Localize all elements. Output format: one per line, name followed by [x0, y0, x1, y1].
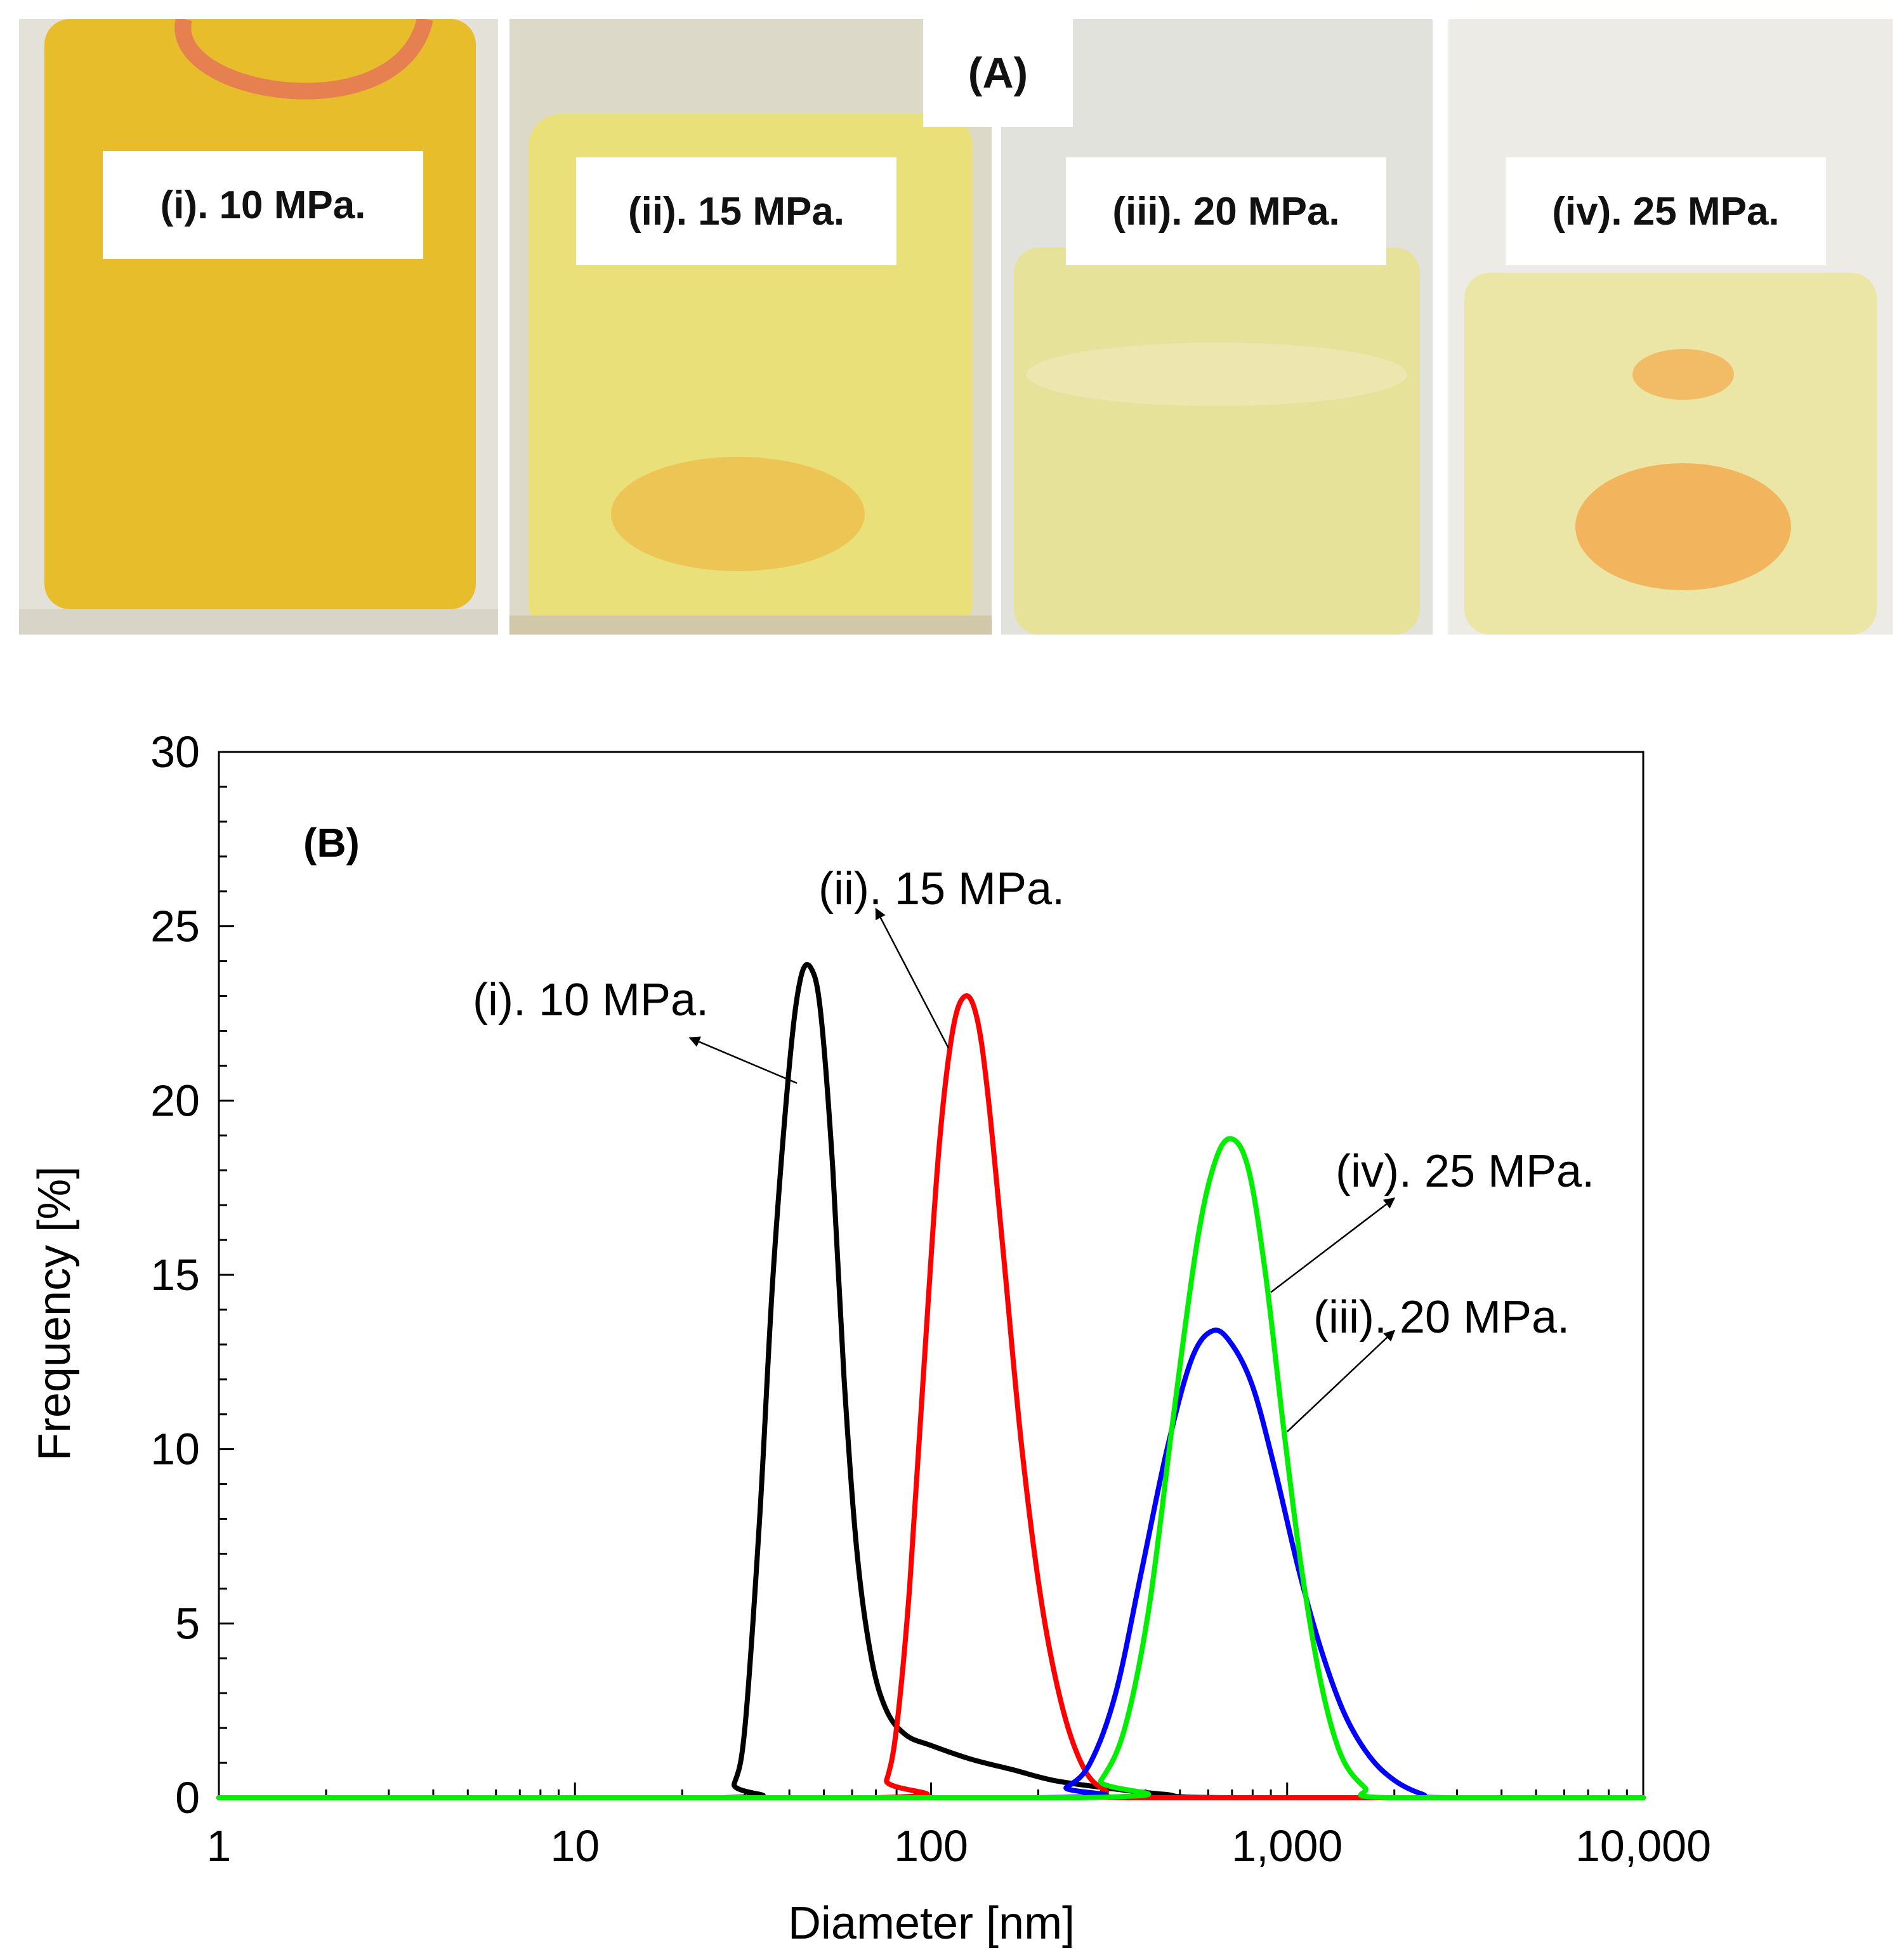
x-tick-label: 10 [550, 1821, 600, 1871]
beaker-15-mpa [509, 19, 992, 635]
photo-label-10-mpa: (i). 10 MPa. [103, 151, 423, 259]
x-tick-label: 1 [207, 1821, 232, 1871]
annotations: (i). 10 MPa. (ii). 15 MPa. (iv). 25 MPa. (i… [473, 864, 1594, 1433]
y-tick-label: 0 [175, 1773, 200, 1822]
photo-15-mpa [509, 19, 992, 635]
series-lines [216, 962, 1646, 1801]
panel-b-label: (B) [303, 820, 360, 866]
y-tick-label: 30 [150, 727, 200, 777]
annotation-label: (ii). 15 MPa. [818, 864, 1065, 914]
x-tick-label: 100 [894, 1821, 968, 1871]
photo-10-mpa [19, 19, 498, 635]
y-tick-label: 10 [150, 1425, 200, 1474]
x-axis-label: Diameter [nm] [788, 1898, 1075, 1949]
x-tick-label: 10,000 [1575, 1821, 1711, 1871]
size-distribution-chart: 1 10 100 1,000 10,000 0 5 10 15 20 25 30 (i). 10 MP… [29, 727, 1711, 1949]
beaker-10-mpa [19, 19, 498, 635]
annotation-arrow [875, 907, 950, 1049]
series-line-1 [216, 962, 1646, 1801]
annotation-arrow [1286, 1329, 1395, 1433]
photo-25-mpa [1448, 19, 1893, 635]
series-line-3 [216, 1328, 1646, 1801]
y-tick-label: 20 [150, 1076, 200, 1125]
photo-label-15-mpa: (ii). 15 MPa. [576, 157, 896, 265]
x-tick-label: 1,000 [1231, 1821, 1343, 1871]
beaker-25-mpa [1448, 19, 1893, 635]
series-line-2 [216, 993, 1646, 1801]
annotation-label: (iv). 25 MPa. [1336, 1146, 1594, 1197]
liquid [44, 19, 476, 609]
liquid [1014, 247, 1420, 635]
y-tick-label: 5 [175, 1598, 200, 1648]
series-line-4 [216, 1136, 1646, 1801]
photo-label-25-mpa: (iv). 25 MPa. [1506, 157, 1826, 265]
photo-20-mpa [1001, 19, 1433, 635]
y-tick-label: 15 [150, 1250, 200, 1300]
beaker-20-mpa [1001, 19, 1433, 635]
annotation-arrow [688, 1036, 798, 1084]
annotation-label: (iii). 20 MPa. [1313, 1292, 1570, 1343]
y-axis-label: Frequency [%] [29, 1166, 80, 1461]
panel-a-photos: (A) (i). 10 MPa. (ii). 15 MPa. (iii). 20… [0, 0, 1904, 635]
y-tick-label: 25 [150, 902, 200, 951]
panel-a-title: (A) [923, 19, 1073, 127]
photo-label-20-mpa: (iii). 20 MPa. [1066, 157, 1386, 265]
annotation-arrow [1270, 1197, 1396, 1293]
annotation-label: (i). 10 MPa. [473, 975, 709, 1025]
tick-labels: 1 10 100 1,000 10,000 0 5 10 15 20 25 30 [150, 727, 1711, 1871]
